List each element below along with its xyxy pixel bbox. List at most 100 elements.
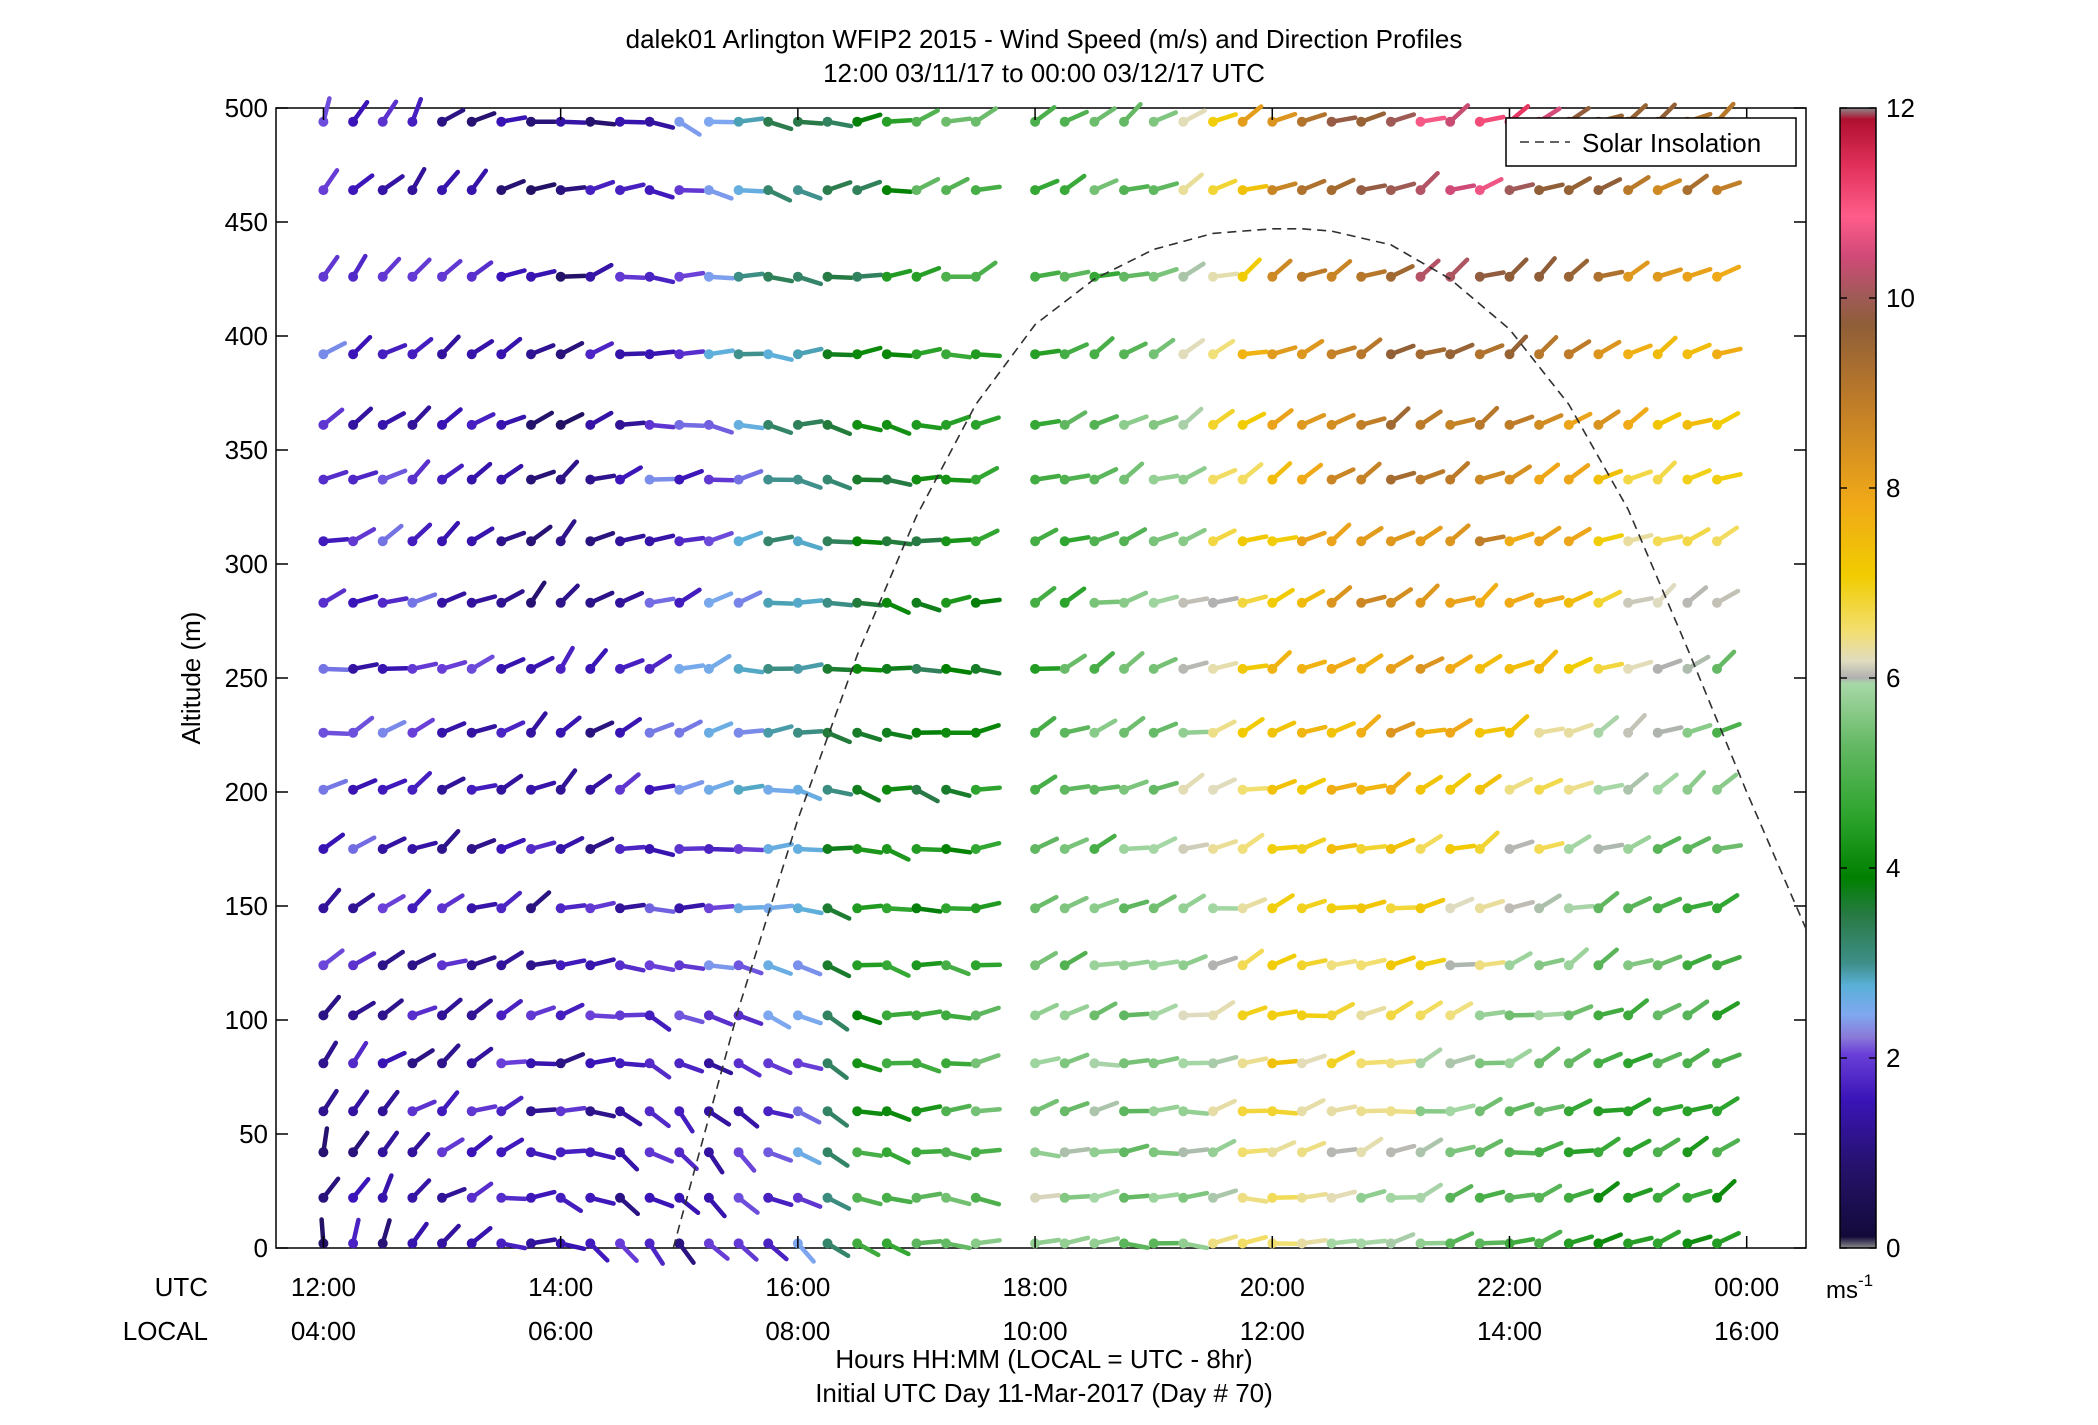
wind-barb-head	[1563, 1147, 1574, 1158]
wind-barb-head	[1208, 116, 1218, 127]
wind-barb-head	[1267, 597, 1278, 608]
wind-barb-head	[585, 1238, 596, 1249]
wind-barb-head	[526, 844, 536, 854]
wind-barb-head	[615, 536, 625, 547]
wind-barb-head	[1623, 536, 1634, 547]
wind-barb-head	[1534, 349, 1545, 360]
wind-barb-head	[1059, 663, 1070, 674]
wind-barb-head	[1504, 271, 1515, 282]
wind-barb-head	[1534, 1238, 1545, 1249]
wind-barb-head	[1119, 663, 1129, 674]
wind-barb-head	[1119, 419, 1129, 430]
wind-barb-head	[466, 1106, 477, 1117]
wind-barb-head	[318, 784, 329, 795]
wind-barb-head	[1682, 185, 1693, 196]
wind-barb-head	[703, 271, 714, 282]
wind-barb-head	[1148, 474, 1159, 485]
wind-barb-head	[1326, 271, 1337, 282]
wind-barb-head	[941, 474, 952, 485]
wind-barb-head	[792, 1106, 803, 1117]
wind-barb-head	[674, 663, 685, 674]
wind-barb-head	[1030, 784, 1041, 795]
y-tick-label: 400	[225, 321, 268, 351]
wind-barb-head	[1148, 784, 1159, 795]
wind-barb-head	[1474, 663, 1485, 674]
wind-barb-head	[763, 663, 774, 674]
wind-barb-head	[970, 1010, 981, 1021]
wind-barb-head	[970, 960, 981, 971]
wind-barb-head	[1326, 597, 1337, 608]
wind-barb-head	[792, 903, 803, 914]
wind-barb-head	[1652, 903, 1663, 914]
wind-barb-head	[822, 1058, 833, 1069]
wind-barb-head	[674, 1192, 685, 1203]
wind-barb-head	[703, 597, 714, 608]
wind-barb-head	[1415, 1010, 1426, 1021]
wind-barb-head	[1208, 663, 1218, 674]
wind-barb-head	[1237, 1010, 1248, 1021]
x-axis-label: Hours HH:MM (LOCAL = UTC - 8hr)	[835, 1344, 1252, 1374]
wind-barb-head	[1593, 960, 1604, 971]
wind-barb-head	[1712, 1106, 1722, 1117]
wind-barb-head	[911, 419, 922, 430]
wind-barb-head	[1652, 1058, 1663, 1069]
wind-barb-head	[437, 597, 447, 608]
wind-barb-head	[1415, 1058, 1426, 1069]
wind-barb-head	[644, 349, 655, 360]
wind-barb-head	[1563, 663, 1574, 674]
wind-barb-head	[1326, 185, 1337, 196]
wind-barb-head	[1563, 1192, 1574, 1203]
wind-barb-head	[526, 116, 536, 127]
wind-barb-head	[1267, 116, 1278, 127]
wind-barb-head	[852, 663, 863, 674]
wind-barb-head	[763, 536, 774, 547]
wind-barb-head	[555, 349, 566, 360]
wind-barb-head	[318, 1010, 329, 1021]
wind-barb-head	[881, 1058, 892, 1069]
x-tick-label-local: 06:00	[528, 1316, 593, 1346]
wind-barb-head	[1563, 844, 1574, 854]
wind-barb-head	[1148, 597, 1159, 608]
wind-barb-head	[1712, 597, 1722, 608]
wind-barb-head	[615, 474, 625, 485]
wind-barb-head	[407, 1106, 418, 1117]
wind-barb-head	[1385, 419, 1396, 430]
wind-barb-head	[496, 663, 507, 674]
wind-barb-head	[1178, 1147, 1189, 1158]
wind-barb-head	[763, 903, 774, 914]
wind-barb-head	[822, 116, 833, 127]
wind-barb-head	[763, 271, 774, 282]
wind-barb-head	[437, 1238, 447, 1249]
wind-barb-head	[1534, 1106, 1545, 1117]
wind-barb-head	[822, 903, 833, 914]
wind-barb-head	[703, 844, 714, 854]
x-tick-label-utc: 14:00	[528, 1272, 593, 1302]
wind-barb-head	[733, 1010, 744, 1021]
wind-barb-head	[496, 1147, 507, 1158]
wind-barb-head	[763, 844, 774, 854]
wind-barb-head	[970, 116, 981, 127]
y-tick-label: 450	[225, 207, 268, 237]
wind-barb-head	[1059, 1058, 1070, 1069]
wind-barb-head	[1682, 474, 1693, 485]
wind-barb-head	[970, 903, 981, 914]
wind-barb-head	[466, 536, 477, 547]
y-tick-label: 350	[225, 435, 268, 465]
wind-barb-head	[970, 419, 981, 430]
wind-barb-head	[941, 1238, 952, 1249]
wind-barb-head	[970, 663, 981, 674]
wind-barb-head	[1356, 1010, 1367, 1021]
wind-barb-head	[1534, 597, 1545, 608]
wind-barb-head	[970, 597, 981, 608]
wind-barb-head	[763, 960, 774, 971]
wind-barb-head	[1445, 1192, 1456, 1203]
wind-barb-head	[1474, 536, 1485, 547]
wind-barb-head	[941, 271, 952, 282]
wind-barb-head	[644, 419, 655, 430]
wind-barb-head	[526, 1192, 536, 1203]
solar-insolation-curve	[672, 228, 1807, 1249]
wind-barb-head	[1593, 271, 1604, 282]
wind-barb-head	[615, 1147, 625, 1158]
wind-barb-head	[763, 349, 774, 360]
wind-barb-head	[377, 419, 388, 430]
